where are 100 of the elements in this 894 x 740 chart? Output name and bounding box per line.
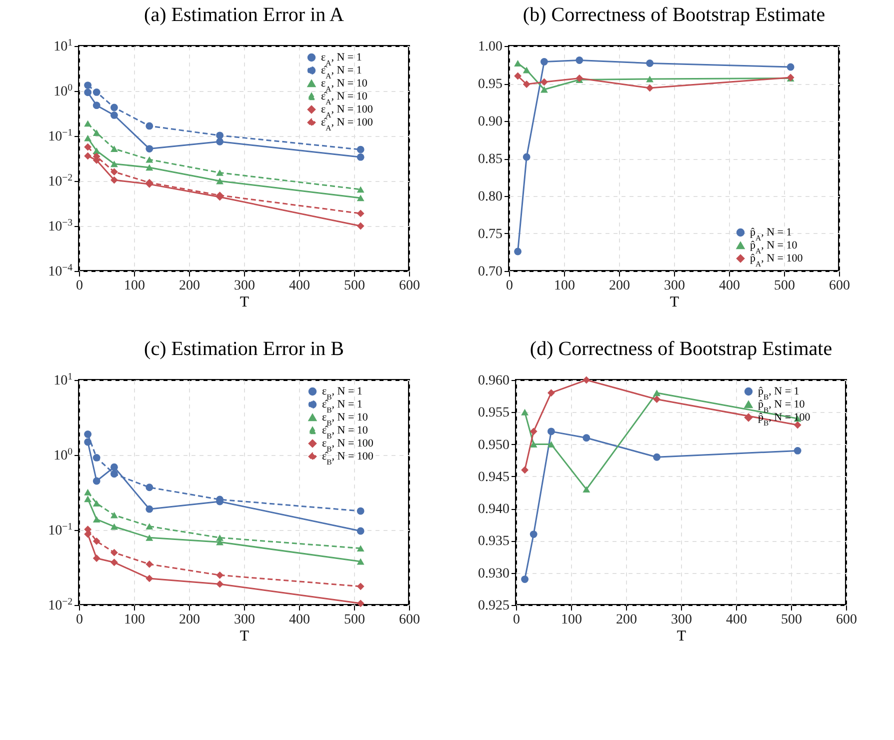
x-tick-label: 300	[234, 278, 255, 294]
x-tick-label: 600	[836, 612, 857, 628]
legend-label: ε̂$_{B}$, N = 10	[322, 424, 368, 440]
point	[530, 530, 538, 538]
point	[146, 156, 154, 163]
y-tick-label: 10$^{−1}$	[48, 127, 73, 144]
legend-label: p̂$_{A}$, N = 1	[750, 226, 792, 242]
point	[582, 376, 590, 384]
x-tick-label: 500	[344, 278, 365, 294]
y-tick-label: 0.925	[478, 598, 510, 614]
point	[653, 390, 661, 396]
point	[216, 571, 224, 579]
chart-title: (c) Estimation Error in B	[144, 338, 344, 360]
point	[582, 486, 590, 492]
point	[84, 430, 92, 438]
point	[146, 145, 154, 152]
point	[540, 78, 548, 86]
point	[653, 453, 661, 461]
point	[547, 389, 555, 397]
point	[92, 148, 100, 154]
point	[547, 441, 555, 448]
point	[646, 60, 654, 67]
legend-label: p̂$_{B}$, N = 10	[758, 398, 806, 414]
point	[84, 488, 92, 496]
x-tick-label: 400	[289, 612, 310, 628]
point	[216, 178, 224, 184]
x-tick-label: 600	[399, 278, 420, 294]
x-tick-label: 200	[179, 612, 200, 628]
chart-title: (d) Correctness of Bootstrap Estimate	[530, 338, 832, 360]
point	[216, 169, 224, 176]
y-tick-label: 0.940	[478, 502, 510, 518]
point	[146, 534, 154, 541]
point	[110, 176, 118, 184]
point	[92, 554, 100, 562]
y-tick-label: 10$^{−2}$	[48, 596, 73, 614]
y-tick-label: 0.945	[478, 470, 510, 485]
x-tick-label: 300	[671, 612, 692, 628]
point	[84, 438, 92, 446]
y-tick-label: 0.70	[478, 264, 502, 280]
point	[356, 210, 364, 218]
x-tick-label: 100	[554, 278, 575, 294]
y-tick-label: 0.75	[478, 227, 502, 242]
legend-label: ε̂$_{A}$, N = 10	[321, 90, 368, 106]
x-axis-title: T	[676, 628, 686, 644]
point	[110, 146, 118, 152]
point	[84, 82, 92, 89]
point	[84, 134, 92, 142]
x-tick-label: 100	[124, 612, 145, 628]
point	[646, 76, 654, 82]
y-tick-label: 0.80	[478, 190, 502, 204]
point	[356, 194, 364, 202]
point	[530, 428, 538, 436]
x-tick-label: 400	[726, 612, 747, 628]
point	[110, 111, 118, 119]
point	[92, 537, 100, 545]
legend-label: ε$_{B}$, N = 100	[322, 438, 374, 453]
point	[110, 104, 118, 112]
point	[146, 505, 154, 513]
point	[84, 496, 92, 502]
y-tick-label: 0.935	[478, 534, 510, 550]
point	[514, 248, 522, 256]
point	[521, 466, 529, 474]
point	[530, 441, 538, 448]
x-tick-label: 200	[616, 612, 637, 628]
x-tick-label: 200	[179, 278, 200, 294]
point	[110, 470, 118, 478]
point	[84, 152, 92, 160]
y-tick-label: 0.960	[478, 374, 510, 388]
point	[110, 160, 118, 168]
point	[84, 88, 92, 96]
point	[522, 153, 530, 161]
point	[110, 523, 118, 530]
x-tick-label: 400	[719, 278, 740, 294]
legend-label: ε$_{A}$, N = 1	[321, 52, 362, 67]
y-tick-label: 0.930	[478, 566, 510, 582]
y-tick-label: 10$^{1}$	[54, 371, 73, 388]
y-tick-label: 10$^{0}$	[54, 82, 73, 100]
point	[110, 168, 118, 176]
x-tick-label: 500	[344, 612, 365, 628]
x-tick-label: 600	[829, 278, 850, 294]
point	[92, 477, 100, 485]
point	[356, 582, 364, 590]
x-axis-title: T	[670, 294, 680, 310]
point	[653, 396, 661, 403]
y-tick-label: 10$^{−3}$	[48, 217, 73, 234]
x-tick-label: 0	[506, 278, 513, 294]
point	[356, 507, 364, 515]
point	[356, 222, 364, 230]
point	[146, 574, 154, 582]
point	[356, 527, 364, 535]
x-tick-label: 300	[234, 612, 255, 628]
point	[92, 516, 100, 522]
point	[514, 72, 522, 80]
y-tick-label: 0.90	[478, 114, 502, 130]
point	[110, 558, 118, 566]
point	[786, 63, 794, 71]
y-tick-label: 1.00	[478, 40, 502, 54]
x-axis-title: T	[240, 628, 250, 644]
legend-label: ε$_{B}$, N = 1	[322, 386, 362, 401]
point	[146, 164, 154, 171]
